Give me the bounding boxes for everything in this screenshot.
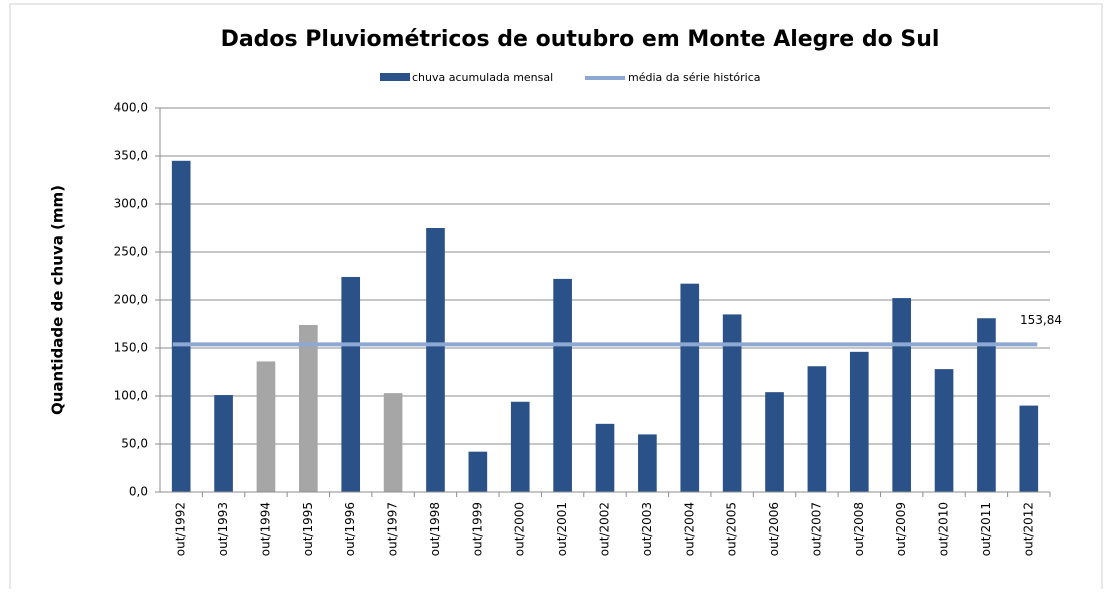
x-tick-label: out/2000 [513, 502, 527, 556]
bar [765, 392, 784, 492]
x-tick-label: out/1992 [174, 502, 188, 556]
legend-label: chuva acumulada mensal [412, 71, 553, 84]
x-tick-label: out/2007 [809, 502, 823, 556]
legend-label: média da série histórica [628, 71, 761, 84]
x-tick-label: out/2002 [598, 502, 612, 556]
x-tick-label: out/2005 [725, 502, 739, 556]
x-tick-label: out/2011 [979, 502, 993, 556]
chart-title: Dados Pluviométricos de outubro em Monte… [221, 27, 940, 52]
bar [722, 314, 742, 492]
y-tick-label: 400,0 [114, 101, 148, 115]
y-tick-label: 200,0 [114, 293, 148, 307]
x-tick-label: out/2010 [937, 502, 951, 556]
bar [171, 160, 191, 493]
bar [214, 395, 233, 492]
x-tick-label: out/1994 [258, 502, 272, 556]
x-tick-label: out/2012 [1021, 502, 1035, 556]
y-tick-label: 250,0 [114, 245, 148, 259]
y-tick-label: 300,0 [114, 197, 148, 211]
x-tick-label: out/1996 [343, 502, 357, 556]
bar [977, 318, 996, 492]
y-tick-label: 50,0 [121, 437, 148, 451]
bar [892, 298, 911, 492]
bar [426, 228, 445, 492]
legend-swatch [380, 73, 410, 81]
x-tick-label: out/1999 [470, 502, 484, 556]
x-tick-label: out/2009 [894, 502, 908, 556]
bar [1019, 405, 1039, 492]
bar [256, 361, 276, 492]
y-axis-label: Quantidade de chuva (mm) [49, 185, 67, 415]
bar [638, 434, 657, 492]
bar [849, 351, 869, 492]
bar [680, 283, 700, 492]
x-tick-label: out/2008 [852, 502, 866, 556]
mean-label: 153,84 [1020, 313, 1062, 327]
bar [299, 324, 318, 492]
y-tick-label: 350,0 [114, 149, 148, 163]
y-tick-label: 0,0 [129, 485, 148, 499]
bar [468, 451, 488, 492]
x-tick-label: out/1995 [301, 502, 315, 556]
x-tick-label: out/2006 [767, 502, 781, 556]
bar [934, 369, 954, 492]
x-tick-label: out/2003 [640, 502, 654, 556]
bar [341, 276, 361, 492]
x-tick-label: out/1998 [428, 502, 442, 556]
x-tick-label: out/2004 [682, 502, 696, 556]
bar [553, 278, 572, 492]
bar [383, 393, 403, 492]
x-tick-label: out/2001 [555, 502, 569, 556]
x-tick-label: out/1993 [216, 502, 230, 556]
y-tick-label: 150,0 [114, 341, 148, 355]
bar [510, 401, 530, 492]
x-tick-label: out/1997 [386, 502, 400, 556]
bar [807, 366, 827, 492]
bar [595, 423, 615, 492]
y-tick-label: 100,0 [114, 389, 148, 403]
